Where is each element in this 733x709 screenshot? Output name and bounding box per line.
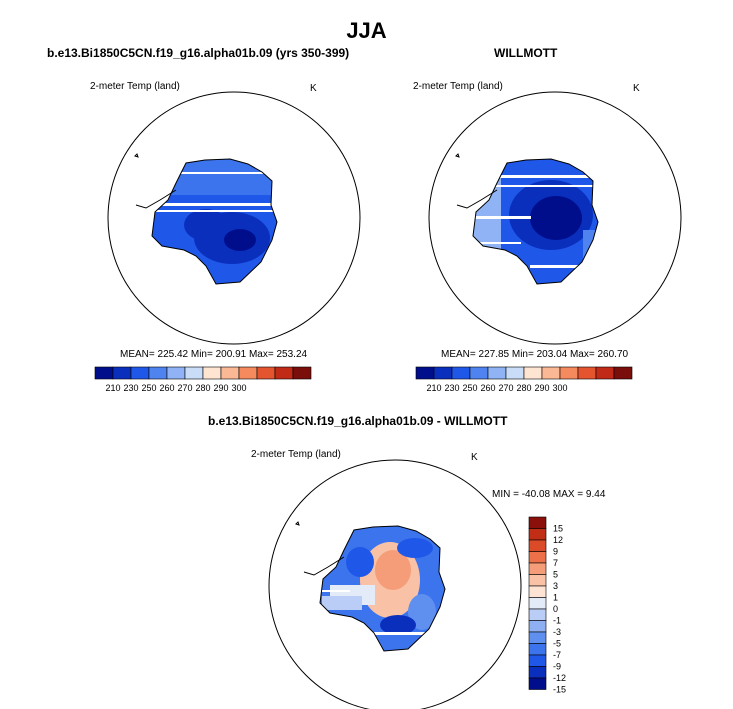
panel2-coastline: [472, 158, 599, 285]
panel3-coastline: [319, 525, 446, 652]
panel3-colorbar-box: [528, 516, 547, 529]
panel3-island: [295, 521, 300, 526]
panel2-colorbar-box: [577, 366, 597, 380]
panel1-island: [134, 153, 139, 158]
panel2-colorbar-box: [415, 366, 435, 380]
panel2-colorbar-box: [613, 366, 633, 380]
panel2-peninsula: [456, 189, 498, 209]
panel1-units: K: [310, 83, 317, 94]
panel2-island: [455, 153, 460, 158]
panel2-colorbar-box: [559, 366, 579, 380]
panel2-colorbar-box: [505, 366, 525, 380]
panel2-colorbar-tick: 250: [462, 383, 477, 393]
panel3-colorbar-tick: 0: [553, 604, 558, 614]
main-title: JJA: [346, 18, 387, 43]
panel3-title: b.e13.Bi1850C5CN.f19_g16.alpha01b.09 - W…: [208, 414, 508, 428]
panel2-colorbar-tick: 210: [426, 383, 441, 393]
panel1-colorbar-tick: 300: [231, 383, 246, 393]
panel3-colorbar-box: [528, 677, 547, 690]
panel2-colorbar-tick: 280: [516, 383, 531, 393]
panel1-colorbar-tick: 230: [123, 383, 138, 393]
panel3-colorbar-box: [528, 666, 547, 679]
panel1-colorbar-box: [112, 366, 132, 380]
panel3-colorbar-box: [528, 551, 547, 564]
panel1-title: b.e13.Bi1850C5CN.f19_g16.alpha01b.09 (yr…: [47, 46, 350, 60]
panel2-colorbar-tick: 290: [534, 383, 549, 393]
panel1-colorbar-tick: 290: [213, 383, 228, 393]
panel3-colorbar-tick: 5: [553, 570, 558, 580]
panel2-colorbar-tick: 230: [444, 383, 459, 393]
panel2-map-boundary: [428, 91, 682, 345]
panel1-colorbar-tick: 270: [177, 383, 192, 393]
panel1-stats: MEAN= 225.42 Min= 200.91 Max= 253.24: [120, 349, 308, 360]
panel1-colorbar-box: [202, 366, 222, 380]
panel2-colorbar-tick: 260: [480, 383, 495, 393]
panel1-colorbar-box: [274, 366, 294, 380]
panel1-colorbar-box: [184, 366, 204, 380]
panel3-peninsula: [303, 556, 345, 576]
panel2-colorbar-tick: 300: [552, 383, 567, 393]
panel3-colorbar-tick: 3: [553, 581, 558, 591]
panel1-colorbar-box: [148, 366, 168, 380]
panel3-colorbar-tick: 9: [553, 547, 558, 557]
panel2-colorbar-box: [595, 366, 615, 380]
panel3-field: [320, 526, 445, 651]
panel2-colorbar-box: [523, 366, 543, 380]
panel3-colorbar-box: [528, 620, 547, 633]
panel3-colorbar-box: [528, 631, 547, 644]
panel2-units: K: [633, 83, 640, 94]
panel2-colorbar-box: [541, 366, 561, 380]
panel3-colorbar-box: [528, 654, 547, 667]
panel3-colorbar-tick: -9: [553, 662, 561, 672]
panel2-colorbar-tick: 270: [498, 383, 513, 393]
panel1-coastline: [151, 158, 278, 285]
panel3-stats: MIN = -40.08 MAX = 9.44: [492, 489, 606, 500]
panel3-colorbar-tick: 1: [553, 593, 558, 603]
panel1-colorbar-tick: 250: [141, 383, 156, 393]
panel3-colorbar-tick: 15: [553, 524, 563, 534]
panel1-colorbar-box: [292, 366, 312, 380]
panel3-units: K: [471, 452, 478, 463]
panel1-colorbar-box: [166, 366, 186, 380]
panel1-field: [152, 159, 277, 284]
panel3-colorbar-box: [528, 597, 547, 610]
panel1-peninsula: [135, 189, 177, 209]
panel1-colorbar-box: [256, 366, 276, 380]
panel2-colorbar-box: [487, 366, 507, 380]
panel3-map-boundary: [268, 459, 522, 709]
panel3-variable: 2-meter Temp (land): [251, 449, 341, 460]
panel3-colorbar-tick: -5: [553, 639, 561, 649]
panel3-colorbar-box: [528, 608, 547, 621]
panel1-colorbar-box: [220, 366, 240, 380]
panel3-colorbar-box: [528, 562, 547, 575]
panel1-variable: 2-meter Temp (land): [90, 81, 180, 92]
panel3-colorbar-box: [528, 643, 547, 656]
panel3-colorbar-tick: -15: [553, 685, 566, 695]
panel3-colorbar-box: [528, 539, 547, 552]
panel2-colorbar-box: [469, 366, 489, 380]
panel1-colorbar-box: [94, 366, 114, 380]
panel3-colorbar-box: [528, 574, 547, 587]
panel3-colorbar-tick: -12: [553, 673, 566, 683]
panel3-colorbar-tick: -1: [553, 616, 561, 626]
panel2-variable: 2-meter Temp (land): [413, 81, 503, 92]
panel1-colorbar-box: [130, 366, 150, 380]
panel3-colorbar-box: [528, 585, 547, 598]
panel3-colorbar-tick: -7: [553, 650, 561, 660]
panel2-colorbar-box: [433, 366, 453, 380]
panel1-colorbar-tick: 280: [195, 383, 210, 393]
panel1-colorbar-tick: 210: [105, 383, 120, 393]
panel3-colorbar-tick: 7: [553, 558, 558, 568]
panel1-colorbar-tick: 260: [159, 383, 174, 393]
panel3-colorbar-box: [528, 528, 547, 541]
panel2-field: [473, 159, 598, 284]
panel1-map-boundary: [107, 91, 361, 345]
panel3-colorbar-tick: 12: [553, 535, 563, 545]
panel2-colorbar-box: [451, 366, 471, 380]
panel2-stats: MEAN= 227.85 Min= 203.04 Max= 260.70: [441, 349, 629, 360]
panel2-title: WILLMOTT: [494, 46, 558, 60]
panel3-colorbar-tick: -3: [553, 627, 561, 637]
panel1-colorbar-box: [238, 366, 258, 380]
